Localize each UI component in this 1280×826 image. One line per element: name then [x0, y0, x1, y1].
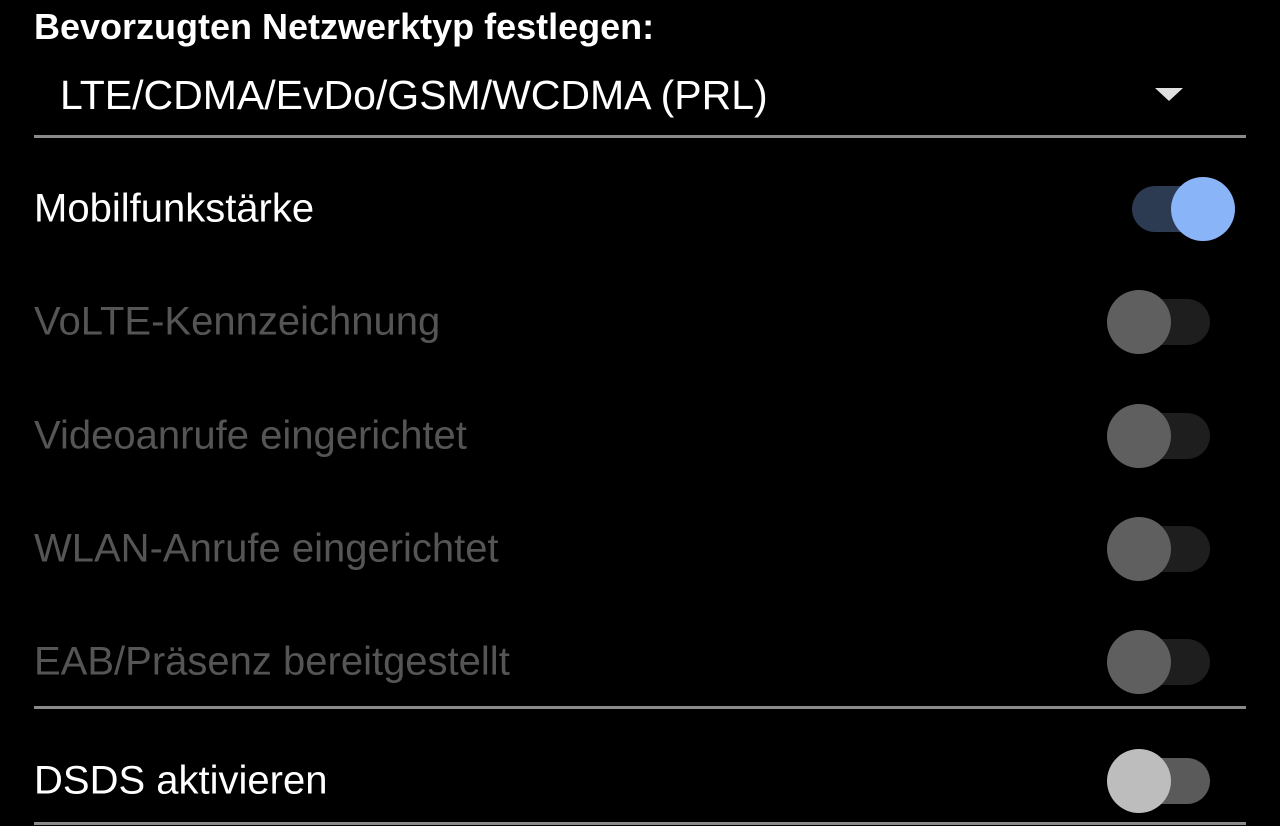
page-title: Bevorzugten Netzwerktyp festlegen: [34, 6, 655, 47]
setting-label: Mobilfunkstärke [34, 186, 315, 231]
divider [34, 822, 1246, 825]
setting-row-video-calls: Videoanrufe eingerichtet [0, 396, 1280, 476]
toggle-switch [1107, 630, 1210, 694]
toggle-switch[interactable] [1107, 749, 1210, 813]
network-type-dropdown[interactable]: LTE/CDMA/EvDo/GSM/WCDMA (PRL) [34, 68, 1246, 138]
setting-row-mobile-signal[interactable]: Mobilfunkstärke [0, 169, 1280, 249]
setting-row-wifi-calls: WLAN-Anrufe eingerichtet [0, 509, 1280, 589]
setting-label: EAB/Präsenz bereitgestellt [34, 639, 510, 684]
dropdown-arrow-icon [1155, 88, 1183, 101]
setting-row-dsds[interactable]: DSDS aktivieren [0, 741, 1280, 821]
setting-row-volte: VoLTE-Kennzeichnung [0, 282, 1280, 362]
toggle-switch[interactable] [1107, 177, 1235, 241]
setting-label: VoLTE-Kennzeichnung [34, 299, 441, 344]
setting-row-eab-presence: EAB/Präsenz bereitgestellt [0, 622, 1280, 702]
divider [34, 706, 1246, 709]
setting-label: Videoanrufe eingerichtet [34, 413, 467, 458]
setting-label: WLAN-Anrufe eingerichtet [34, 526, 499, 571]
network-type-value: LTE/CDMA/EvDo/GSM/WCDMA (PRL) [60, 72, 768, 118]
setting-label: DSDS aktivieren [34, 758, 328, 803]
toggle-switch [1107, 404, 1210, 468]
toggle-switch [1107, 290, 1210, 354]
toggle-switch [1107, 517, 1210, 581]
